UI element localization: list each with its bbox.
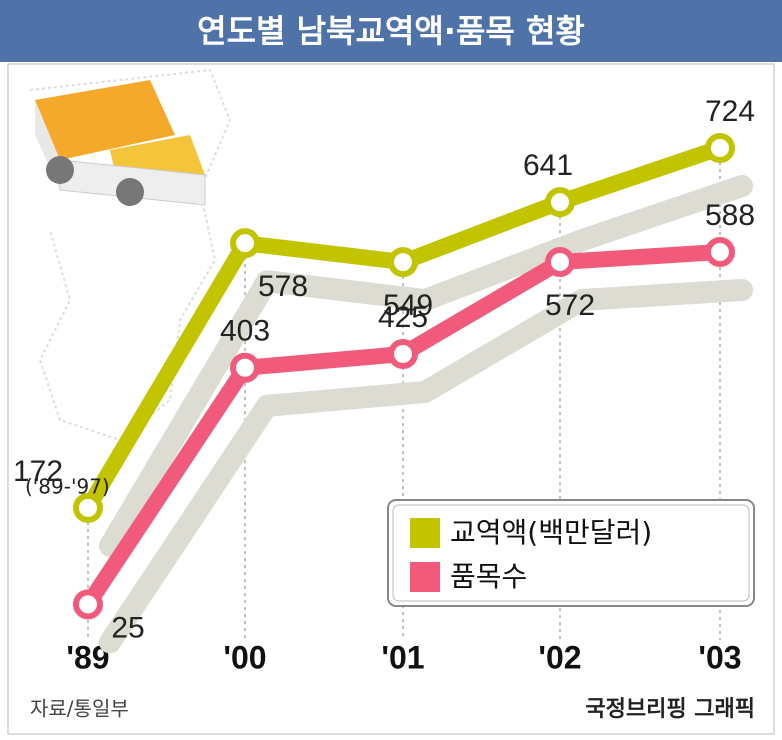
point <box>230 228 260 259</box>
legend-box <box>387 499 755 607</box>
legend-label: 품목수 <box>450 560 527 593</box>
frame <box>7 63 775 735</box>
legend-label: 교역액(백만달러) <box>450 516 652 549</box>
credit: 국정브리핑 그래픽 <box>585 697 755 722</box>
value-label: 578 <box>258 270 308 303</box>
value-label: 403 <box>220 315 270 348</box>
legend-inner <box>392 504 750 602</box>
point <box>388 247 418 278</box>
value-label: 641 <box>523 149 573 182</box>
x-tick-label: '00 <box>223 639 266 675</box>
legend-swatch <box>410 518 440 548</box>
point <box>73 492 103 523</box>
legend-swatch <box>410 562 440 592</box>
value-label: 724 <box>705 95 755 128</box>
point <box>230 352 260 383</box>
point <box>545 247 575 278</box>
map-outline <box>29 68 232 442</box>
x-tick-label: '03 <box>698 639 741 675</box>
x-tick-label: '02 <box>538 639 581 675</box>
x-tick-label: '01 <box>381 639 424 675</box>
value-label: 549 <box>383 289 433 322</box>
point <box>388 339 418 370</box>
value-label: 572 <box>545 289 595 322</box>
point <box>73 589 103 620</box>
truck-icon <box>35 80 206 206</box>
annotation: ('89-'97) <box>25 475 110 499</box>
title-bar <box>0 0 782 62</box>
chart-title: 연도별 남북교역액·품목 현황 <box>197 12 585 50</box>
value-label: 172 <box>13 455 63 488</box>
value-label: 25 <box>111 611 144 644</box>
point <box>705 237 735 267</box>
point <box>705 133 735 163</box>
point <box>545 187 575 218</box>
line-shadow <box>99 175 753 557</box>
line-shadow <box>99 279 753 654</box>
value-label: 588 <box>705 199 755 232</box>
value-label: 425 <box>378 301 428 334</box>
source: 자료/통일부 <box>30 697 129 721</box>
